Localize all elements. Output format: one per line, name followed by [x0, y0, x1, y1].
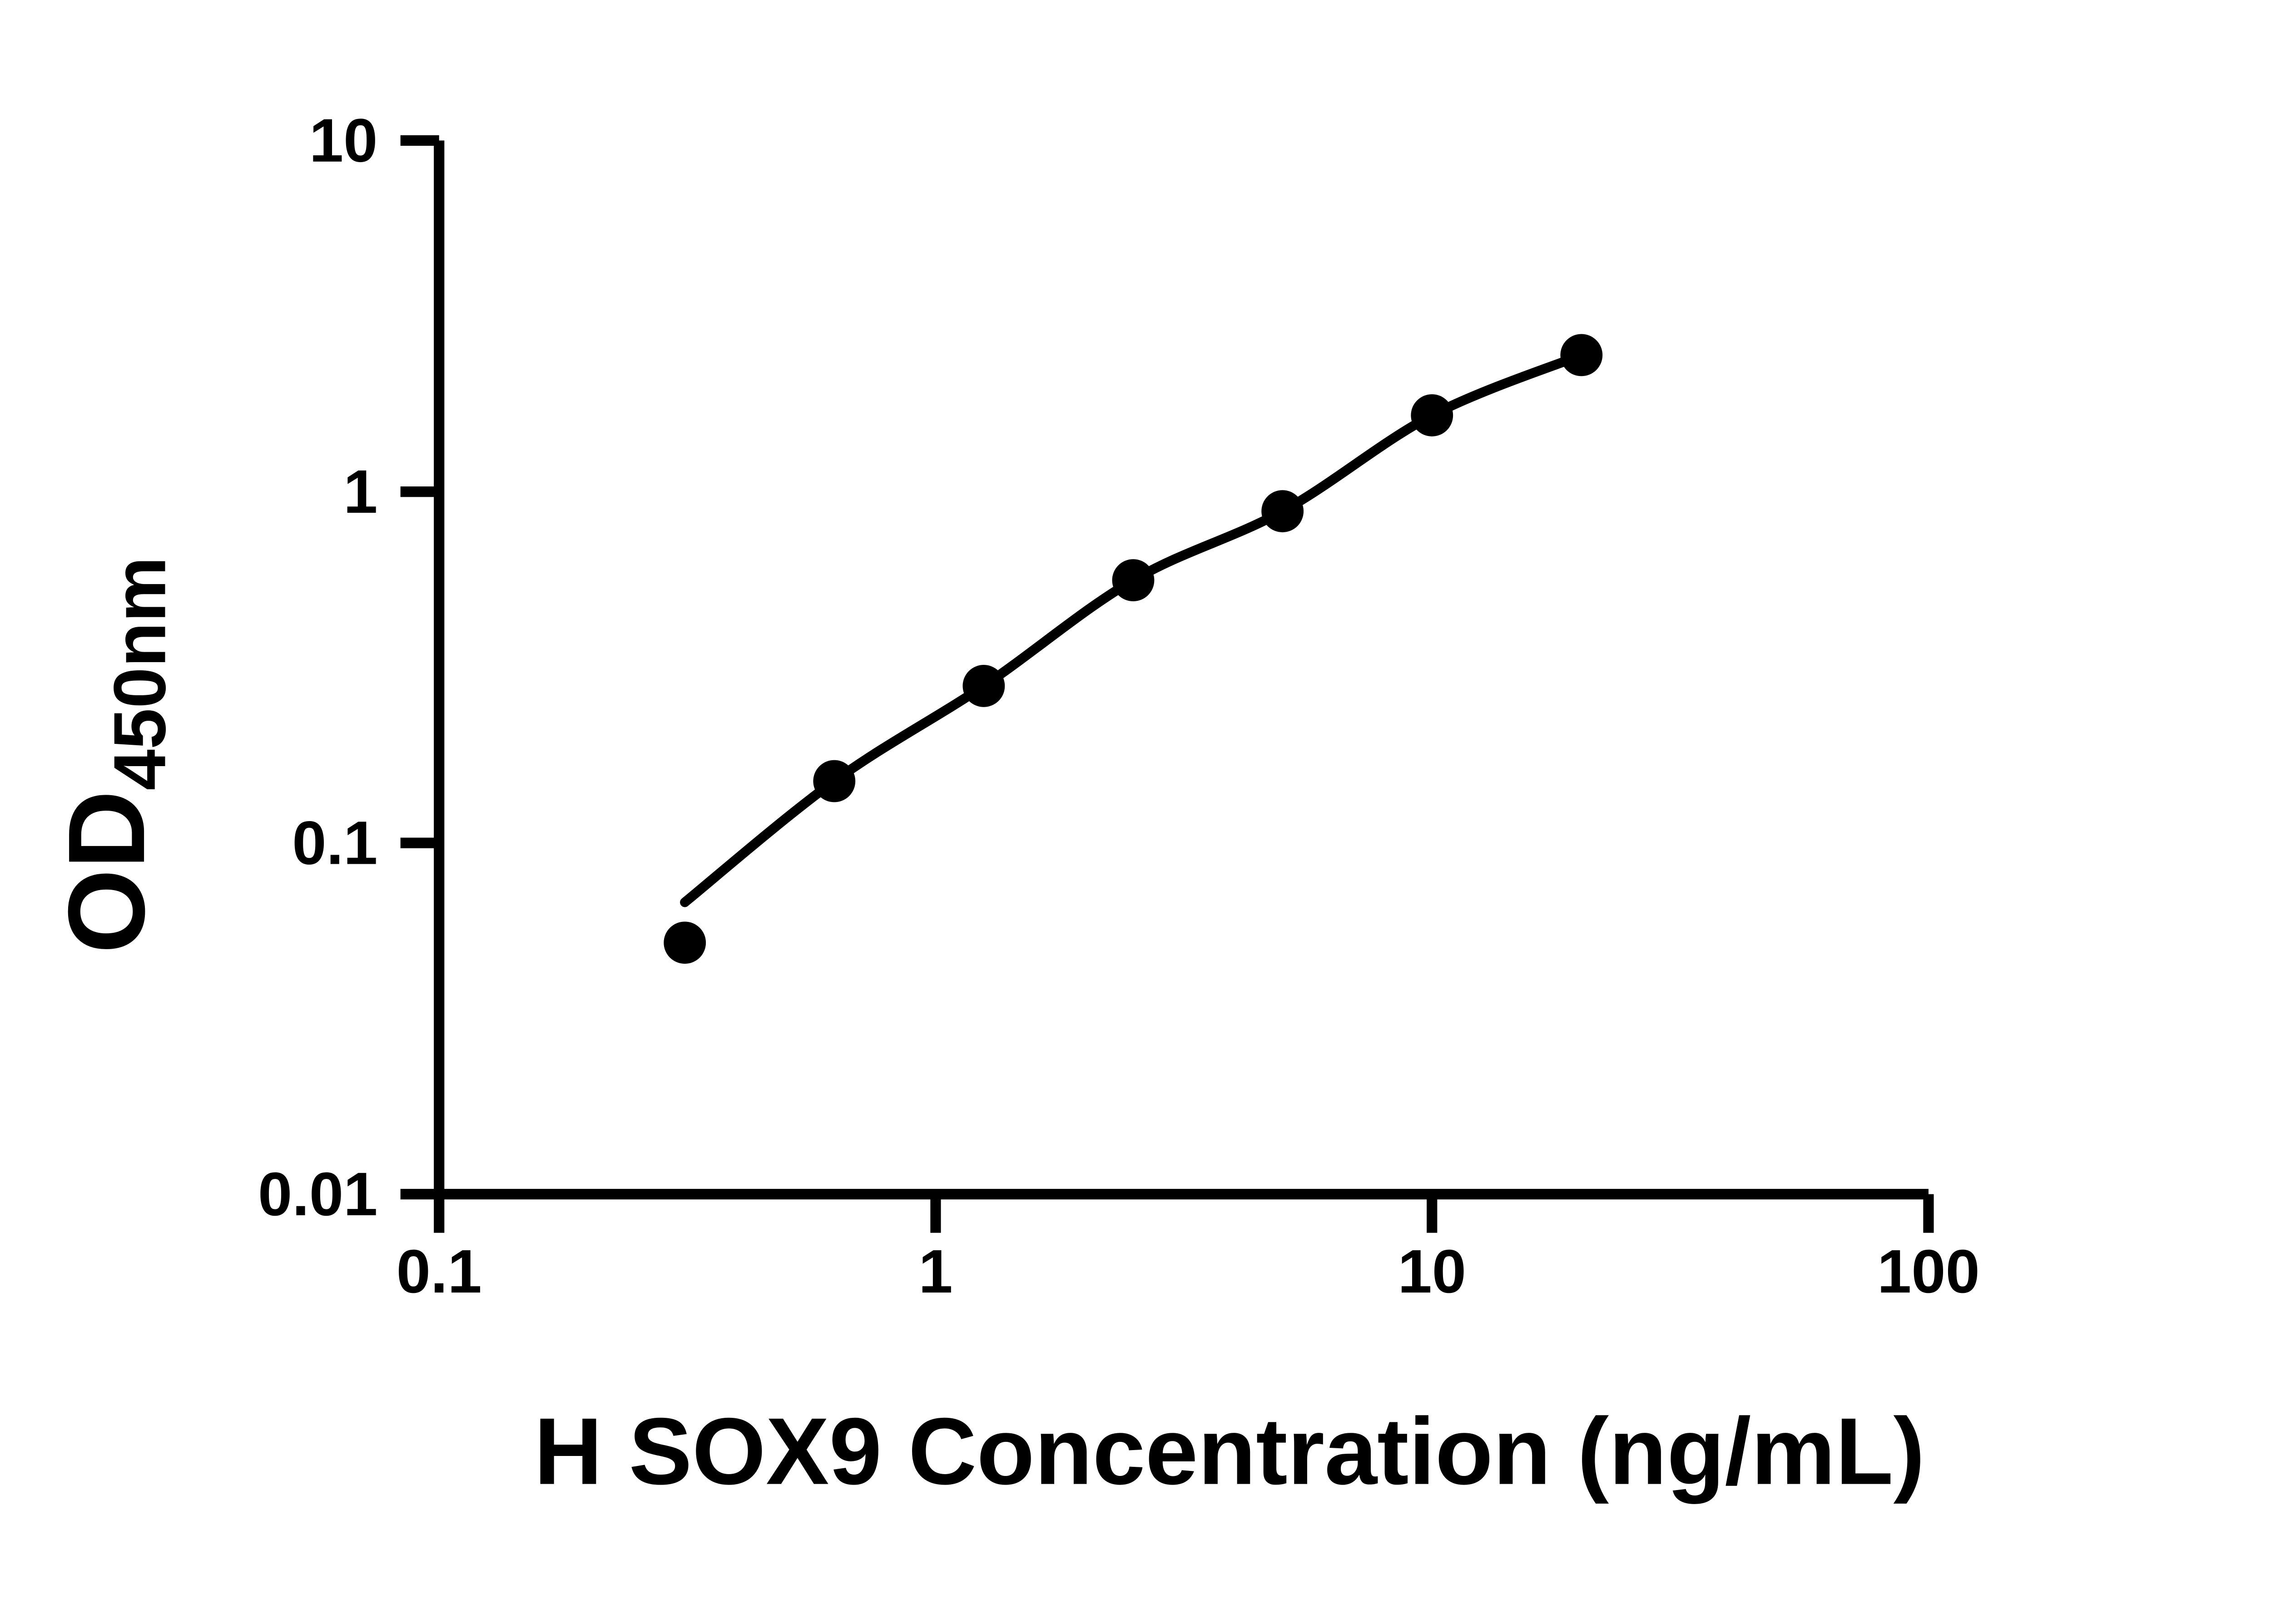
y-tick-label: 0.1: [292, 808, 377, 877]
y-axis-title-subscript: 450nm: [99, 557, 181, 791]
plot-area: 10 1 0.1 0.01 0.1 1 10 100 H SOX9 Concentration…: [45, 105, 1980, 1505]
data-point: [1411, 394, 1453, 436]
y-axis-title-main: OD: [45, 790, 167, 954]
x-tick-label: 100: [1877, 1237, 1980, 1306]
x-tick-label: 0.1: [397, 1237, 482, 1306]
axis-lines: [434, 140, 1929, 1200]
data-point: [962, 665, 1005, 707]
y-tick-label: 1: [343, 457, 377, 526]
data-point: [1261, 490, 1304, 533]
y-tick-label: 0.01: [258, 1159, 377, 1228]
data-series-layer: [664, 334, 1603, 964]
x-tick-label: 10: [1398, 1237, 1466, 1306]
data-point: [1560, 334, 1603, 376]
fit-curve: [680, 350, 1587, 907]
x-tick-label: 1: [918, 1237, 952, 1306]
data-point: [1112, 559, 1155, 602]
axes-layer: 10 1 0.1 0.01 0.1 1 10 100: [258, 106, 1980, 1306]
x-axis-title: H SOX9 Concentration (ng/mL): [534, 1399, 1925, 1505]
y-axis-title: OD450nm: [45, 557, 181, 954]
elisa-standard-curve-figure: 10 1 0.1 0.01 0.1 1 10 100 H SOX9 Concentration…: [45, 105, 1980, 1505]
data-point: [813, 760, 856, 802]
data-point: [664, 921, 706, 964]
y-tick-label: 10: [309, 106, 378, 175]
